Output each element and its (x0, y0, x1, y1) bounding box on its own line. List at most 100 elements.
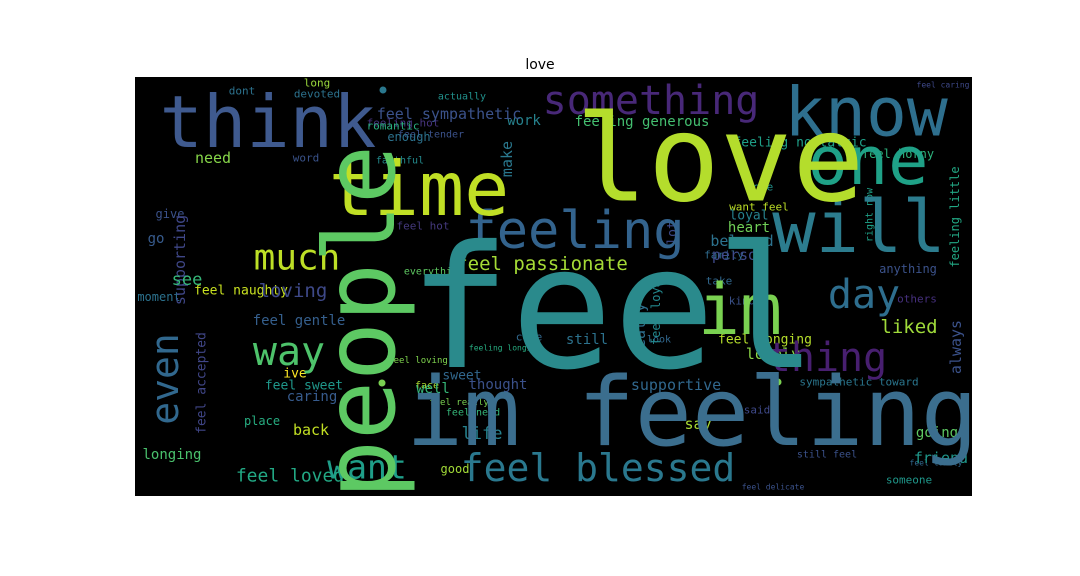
word-faithful: faithful (376, 156, 424, 167)
word-feel-loyal: feel loyal (649, 273, 663, 345)
word-face: face (415, 381, 439, 392)
word-much: much (254, 238, 341, 279)
word-feel: feel (408, 210, 817, 408)
word-feel-gentle: feel gentle (253, 313, 346, 329)
word-look: look (647, 335, 671, 346)
word-feeling: feeling (465, 201, 684, 261)
word-anything: anything (879, 262, 937, 276)
word-others: others (897, 293, 937, 306)
word-family: family (704, 249, 744, 262)
word-sweet: sweet (442, 369, 481, 384)
word-make: make (498, 141, 516, 177)
word-still-feel: still feel (797, 450, 857, 461)
word-feel-passionate: feel passionate (456, 253, 628, 275)
word-say: say (684, 415, 711, 433)
word-place: place (244, 414, 280, 428)
word-give: give (156, 207, 185, 221)
word-need: need (195, 149, 231, 167)
word-feeling-little: feeling little (948, 166, 962, 267)
word-back: back (293, 421, 329, 439)
word-feel-sweet: feel sweet (265, 379, 343, 394)
word-ive: ive (283, 367, 307, 382)
word-dont: dont (229, 85, 256, 98)
word-really: really (631, 303, 649, 357)
word-feel-hot: feel hot (397, 220, 450, 233)
word-good: good (441, 462, 470, 476)
word-feel-loved: feel loved (236, 466, 344, 487)
word-well: well (416, 381, 450, 397)
word-nope: nope (747, 181, 774, 194)
word-im-feeling: im feeling (406, 358, 972, 468)
word-right-now: right now (865, 187, 876, 242)
word-take: take (706, 275, 733, 288)
word-moment: moment (137, 290, 180, 304)
cloud-dot (379, 86, 387, 94)
word-sympathetic-toward: sympathetic toward (799, 376, 918, 389)
word-going: going (916, 425, 958, 441)
word-loving: loving (259, 280, 328, 302)
word-feel-accepted: feel accepted (195, 332, 210, 434)
word-feeling-hot: feeling hot (367, 117, 440, 130)
chart-title: love (525, 57, 555, 73)
word-heart: heart (728, 220, 770, 236)
word-see: see (172, 270, 203, 290)
word-devoted: devoted (294, 88, 340, 101)
word-love: love (576, 91, 865, 230)
word-feel-delicate: feel delicate (742, 483, 805, 492)
word-go: go (148, 231, 165, 247)
word-want: want (327, 448, 406, 487)
word-life: life (462, 424, 503, 444)
word-feel-blessed: feel blessed (461, 446, 736, 490)
cloud-dot (774, 378, 782, 386)
word-think: think (160, 80, 377, 164)
word-feeling-generous: feeling generous (575, 114, 710, 130)
word-long: long (304, 77, 331, 90)
word-feel-caring: feel caring (917, 81, 970, 90)
word-friend: friend (914, 449, 968, 467)
word-said: said (744, 404, 771, 417)
word-person: person (712, 246, 766, 264)
word-feel-horny: feel horny (862, 147, 934, 161)
word-time: time (329, 145, 510, 233)
word-thing: thing (767, 335, 887, 381)
word-thought: thought (468, 377, 527, 393)
word-way: way (253, 329, 325, 375)
word-feel-really: feel really (429, 398, 489, 408)
wordcloud-canvas: feeling longing feel loving feel caring fee… (135, 77, 972, 496)
word-feel-naughty: feel naughty (194, 284, 288, 299)
word-day: day (828, 272, 900, 318)
word-beloved: beloved (710, 232, 773, 250)
word-everything: everything (404, 267, 464, 278)
word-longing: longing (142, 447, 201, 463)
word-feeling-longing: feeling longing (469, 344, 541, 353)
word-work: work (507, 113, 541, 129)
word-supportive: supportive (631, 376, 721, 394)
word-want-feel: want feel (729, 201, 789, 214)
word-im: im (698, 269, 782, 351)
word-supporting: supporting (171, 215, 189, 305)
word-feeling-nostalgic: feeling nostalgic (733, 136, 866, 151)
word-loyal: loyal (729, 209, 768, 224)
word-feel-need: feel need (446, 408, 500, 419)
word-still: still (566, 332, 608, 348)
word-romantic: romantic (367, 120, 420, 133)
word-people: people (304, 145, 418, 496)
word-will: will (772, 185, 945, 269)
word-kind: kind (729, 295, 756, 308)
word-even: even (143, 333, 187, 425)
word-word: word (293, 152, 320, 165)
word-enough: enough (387, 130, 430, 144)
word-always: always (947, 320, 965, 374)
word-something: something (543, 78, 760, 124)
word-feel-longing: feel longing (718, 333, 812, 348)
word-one: one (807, 122, 928, 200)
word-liked: liked (880, 316, 937, 338)
cloud-dot (378, 379, 386, 387)
word-feel-sympathetic: feel sympathetic (377, 105, 522, 123)
word-lovely: lovely (746, 345, 800, 363)
word-feel-lonely: feel lonely (910, 459, 963, 468)
word-feel-tender: feel tender (398, 130, 464, 141)
word-lot: lot (666, 221, 681, 244)
word-caring: caring (287, 389, 338, 405)
